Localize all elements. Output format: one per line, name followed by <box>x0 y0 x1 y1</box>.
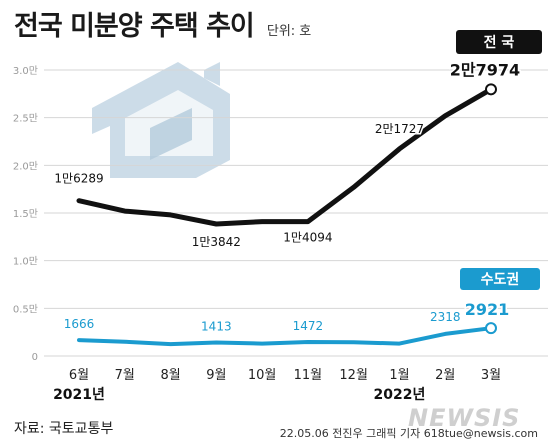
x-tick-label: 12월 <box>339 368 368 383</box>
x-tick-label: 9월 <box>206 368 226 383</box>
y-tick-label: 2.5만 <box>13 113 38 125</box>
x-tick-label: 6월 <box>69 368 89 383</box>
series-badge-national <box>456 30 542 54</box>
x-tick-label: 11월 <box>294 368 323 383</box>
y-tick-label: 1.0만 <box>13 256 38 268</box>
year-label: 2022년 <box>374 387 426 403</box>
data-label-national: 2만7974 <box>450 60 520 79</box>
end-point-capital <box>485 322 497 335</box>
house-icon <box>92 62 230 178</box>
series-badge-capital <box>460 268 540 290</box>
y-tick-label: 1.5만 <box>13 208 38 220</box>
y-tick-label: 0.5만 <box>13 303 38 315</box>
x-tick-label: 1월 <box>389 368 409 383</box>
series-badge-label-capital: 수도권 <box>481 272 520 288</box>
data-labels: 1만6289 1만3842 1만4094 2만1727 2만7974 1666 1413 14… <box>53 59 522 335</box>
watermark: NEWSIS <box>408 404 521 432</box>
y-tick-label: 3.0만 <box>13 65 38 77</box>
x-tick-label: 2월 <box>435 368 455 383</box>
x-tick-label: 8월 <box>160 368 180 383</box>
y-tick-label: 0 <box>32 352 38 363</box>
x-tick-label: 3월 <box>481 368 501 383</box>
series-line-national <box>76 86 494 227</box>
unit-label: 단위: 호 <box>266 24 312 39</box>
year-label: 2021년 <box>53 387 105 403</box>
chart-title: 전국 미분양 주택 추이 <box>14 11 255 42</box>
data-label-capital: 1413 <box>201 320 232 334</box>
title-row: 전국 미분양 주택 추이 단위: 호 <box>14 4 311 43</box>
data-label-national: 1만4094 <box>283 231 332 245</box>
data-label-capital: 1666 <box>64 317 95 331</box>
data-label-capital: 1472 <box>293 319 324 333</box>
y-tick-label: 2.0만 <box>13 160 38 172</box>
series-lines <box>76 83 497 347</box>
data-label-national: 1만6289 <box>54 172 103 186</box>
data-label-capital: 2318 <box>430 310 461 324</box>
x-tick-label: 7월 <box>115 368 135 383</box>
x-tick-label: 10월 <box>248 368 277 383</box>
data-label-national: 2만1727 <box>375 122 424 136</box>
data-label-capital: 2921 <box>465 300 510 319</box>
source-note: 자료: 국토교통부 <box>14 421 114 437</box>
series-badge-label-national: 전 국 <box>484 34 515 51</box>
credit-note: 22.05.06 전진우 그래픽 기자 618tue@newsis.com <box>279 427 538 440</box>
end-point-national <box>485 83 497 96</box>
x-axis: 6월 7월 8월 9월 10월 11월 12월 1월 2월 3월 2021년 2022년 <box>53 368 501 403</box>
y-axis: 0 0.5만 1.0만 1.5만 2.0만 2.5만 3.0만 <box>13 65 38 363</box>
data-label-national: 1만3842 <box>192 235 241 249</box>
series-line-capital <box>77 326 493 347</box>
